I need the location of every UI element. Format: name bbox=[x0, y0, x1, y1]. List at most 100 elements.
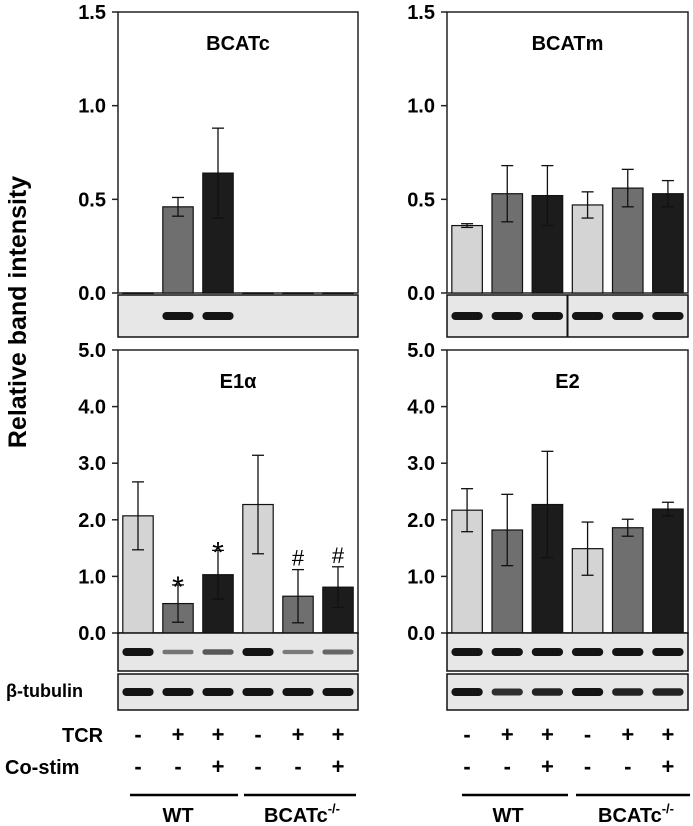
panel-bcatm: 0.0 0.5 1.0 1.5 BCATm bbox=[407, 2, 689, 338]
blot-band bbox=[652, 648, 684, 656]
y-tick-label: 3.0 bbox=[407, 453, 435, 475]
ko-label-right: BCATc-/- bbox=[598, 801, 674, 826]
blot-tubulin_left bbox=[117, 673, 359, 711]
costim-sign: - bbox=[463, 754, 470, 779]
panel-title: BCATm bbox=[532, 33, 604, 55]
ko-label-left: BCATc-/- bbox=[264, 801, 340, 826]
blot-band bbox=[242, 688, 274, 696]
y-axis-label: Relative band intensity bbox=[4, 176, 32, 448]
blot-frame bbox=[446, 673, 689, 711]
blot-e1a bbox=[117, 632, 359, 672]
panel-e1a: 0.0 1.0 2.0 3.0 4.0 5.0 E1α * * # # bbox=[78, 340, 359, 711]
beta-tubulin-label: β-tubulin bbox=[6, 681, 83, 701]
blot-band bbox=[531, 312, 564, 320]
bar bbox=[652, 508, 684, 634]
tcr-sign: + bbox=[212, 722, 225, 747]
blot-band bbox=[612, 312, 644, 320]
ko-label-left-main: BCATc bbox=[264, 805, 328, 826]
blot-band bbox=[451, 648, 483, 656]
tcr-sign: - bbox=[584, 722, 591, 747]
blot-band bbox=[162, 688, 194, 696]
blot-frame bbox=[117, 673, 359, 711]
blot-frame bbox=[117, 632, 359, 672]
y-tick-label: 0.0 bbox=[407, 623, 435, 645]
blot-band bbox=[571, 648, 604, 656]
y-tick-label: 0.0 bbox=[78, 623, 106, 645]
plot-frame bbox=[117, 11, 359, 294]
costim-sign: - bbox=[174, 754, 181, 779]
costim-sign: - bbox=[504, 754, 511, 779]
tcr-sign: - bbox=[463, 722, 470, 747]
bar bbox=[611, 187, 644, 294]
y-tick-label: 1.0 bbox=[407, 566, 435, 588]
bar bbox=[571, 204, 604, 294]
blot-band bbox=[202, 649, 234, 655]
bar bbox=[242, 292, 274, 295]
blot-band bbox=[531, 688, 564, 696]
blot-band bbox=[122, 648, 154, 656]
significance-mark: * bbox=[212, 536, 224, 569]
significance-mark: * bbox=[172, 571, 184, 604]
costim-sign: - bbox=[134, 754, 141, 779]
tcr-sign: + bbox=[501, 722, 514, 747]
plot-frame bbox=[117, 349, 359, 634]
tcr-sign: + bbox=[621, 722, 634, 747]
blot-band bbox=[531, 648, 564, 656]
tcr-sign: + bbox=[332, 722, 345, 747]
blot-band bbox=[282, 649, 314, 655]
y-tick-label: 4.0 bbox=[407, 397, 435, 419]
blot-band bbox=[202, 312, 234, 320]
y-tick-label: 4.0 bbox=[78, 397, 106, 419]
blot-band bbox=[571, 312, 604, 320]
blot-band bbox=[491, 648, 523, 656]
blot-band bbox=[612, 688, 644, 696]
blot-band bbox=[451, 688, 483, 696]
y-tick-label: 0.0 bbox=[407, 283, 435, 305]
panel-title: E2 bbox=[555, 371, 579, 393]
bar bbox=[531, 194, 564, 294]
blot-band bbox=[122, 688, 154, 696]
costim-sign: + bbox=[332, 754, 345, 779]
significance-mark: # bbox=[332, 543, 345, 568]
panel-title: BCATc bbox=[206, 33, 270, 55]
wt-label-right: WT bbox=[492, 805, 523, 826]
bar bbox=[162, 206, 194, 294]
blot-band bbox=[322, 649, 354, 655]
blot-e2 bbox=[446, 632, 689, 672]
blot-band bbox=[202, 688, 234, 696]
tcr-sign: + bbox=[541, 722, 554, 747]
blot-band bbox=[162, 649, 194, 655]
costim-sign: + bbox=[661, 754, 674, 779]
bar bbox=[611, 527, 644, 634]
panel-e2: 0.0 1.0 2.0 3.0 4.0 5.0 E2 bbox=[407, 340, 689, 711]
y-tick-label: 2.0 bbox=[407, 510, 435, 532]
blot-band bbox=[652, 312, 684, 320]
costim-sign: - bbox=[254, 754, 261, 779]
blot-frame bbox=[446, 632, 689, 672]
panel-title: E1α bbox=[220, 371, 257, 393]
wt-label-left: WT bbox=[162, 805, 193, 826]
blot-band bbox=[162, 312, 194, 320]
y-tick-label: 5.0 bbox=[407, 340, 435, 362]
tcr-sign: + bbox=[172, 722, 185, 747]
blot-bcatm bbox=[446, 294, 689, 338]
tcr-label: TCR bbox=[62, 725, 104, 747]
plot-frame bbox=[446, 349, 689, 634]
bar bbox=[202, 574, 234, 634]
costim-sign: - bbox=[584, 754, 591, 779]
y-tick-label: 1.0 bbox=[407, 96, 435, 118]
blot-bcatc bbox=[117, 294, 359, 338]
blot-band bbox=[652, 688, 684, 696]
y-tick-label: 5.0 bbox=[78, 340, 106, 362]
tcr-sign: + bbox=[292, 722, 305, 747]
y-tick-label: 1.0 bbox=[78, 566, 106, 588]
bar bbox=[652, 193, 684, 294]
tcr-sign: - bbox=[254, 722, 261, 747]
blot-band bbox=[451, 312, 483, 320]
blot-band bbox=[282, 688, 314, 696]
significance-mark: # bbox=[292, 546, 305, 571]
y-tick-label: 1.5 bbox=[78, 2, 106, 24]
y-tick-label: 0.5 bbox=[407, 189, 435, 211]
costim-label: Co-stim bbox=[5, 757, 79, 779]
blot-band bbox=[612, 648, 644, 656]
